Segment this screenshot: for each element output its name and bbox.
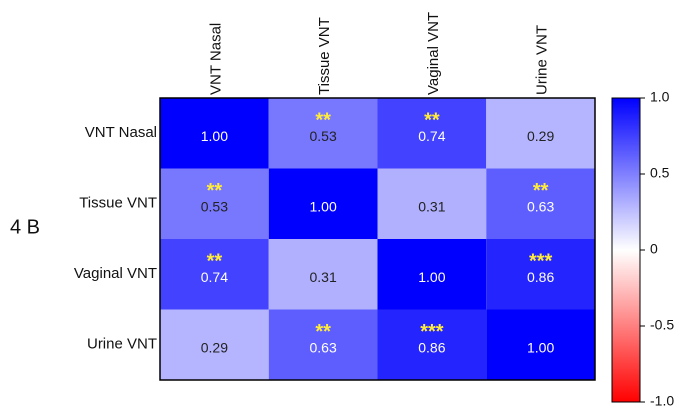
- value-label: 1.00: [527, 339, 554, 355]
- value-label: 0.29: [527, 128, 554, 144]
- colorbar-tick-label: -1.0: [650, 393, 674, 407]
- cell: [486, 239, 595, 310]
- cell: [268, 309, 378, 380]
- colorbar-tick-label: -0.5: [650, 317, 674, 333]
- cell: [486, 98, 595, 169]
- cell: [268, 239, 378, 310]
- value-label: 0.53: [310, 128, 337, 144]
- cell: [486, 168, 595, 239]
- cell: [268, 168, 378, 239]
- colorbar-tick-label: 0: [650, 241, 658, 257]
- value-label: 0.74: [418, 128, 445, 144]
- significance: **: [315, 321, 331, 343]
- value-label: 0.29: [201, 339, 228, 355]
- column-label: Urine VNT: [534, 25, 551, 95]
- value-label: 0.31: [418, 198, 445, 214]
- row-label: Tissue VNT: [79, 195, 157, 212]
- colorbar-tick-label: 1.0: [650, 89, 670, 105]
- cell: [268, 98, 378, 169]
- row-label: Vaginal VNT: [74, 265, 157, 282]
- value-label: 1.00: [418, 269, 445, 285]
- value-label: 1.00: [310, 198, 337, 214]
- cell: [486, 309, 595, 380]
- cell: [160, 168, 269, 239]
- cell: [160, 239, 269, 310]
- value-label: 0.63: [310, 339, 337, 355]
- column-label: Tissue VNT: [316, 17, 333, 95]
- significance: **: [424, 110, 440, 132]
- cell: [377, 239, 487, 310]
- cell: [160, 309, 269, 380]
- colorbar: [611, 97, 641, 403]
- panel-label: 4 B: [10, 216, 40, 238]
- significance: ***: [529, 251, 553, 273]
- cell: [377, 168, 487, 239]
- value-label: 0.74: [201, 269, 228, 285]
- significance: **: [533, 180, 549, 202]
- cell: [377, 309, 487, 380]
- significance: **: [207, 180, 223, 202]
- significance: **: [315, 110, 331, 132]
- column-label: VNT Nasal: [207, 23, 224, 95]
- cell: [160, 98, 269, 169]
- row-label: VNT Nasal: [85, 124, 157, 141]
- value-label: 0.31: [310, 269, 337, 285]
- cell: [377, 98, 487, 169]
- value-label: 0.53: [201, 198, 228, 214]
- significance: **: [207, 251, 223, 273]
- value-label: 1.00: [201, 128, 228, 144]
- value-label: 0.86: [418, 339, 445, 355]
- value-label: 0.86: [527, 269, 554, 285]
- column-label: Vaginal VNT: [425, 12, 442, 95]
- significance: ***: [420, 321, 444, 343]
- colorbar-tick-label: 0.5: [650, 165, 670, 181]
- row-label: Urine VNT: [87, 336, 157, 353]
- value-label: 0.63: [527, 198, 554, 214]
- grid-border: [159, 97, 596, 381]
